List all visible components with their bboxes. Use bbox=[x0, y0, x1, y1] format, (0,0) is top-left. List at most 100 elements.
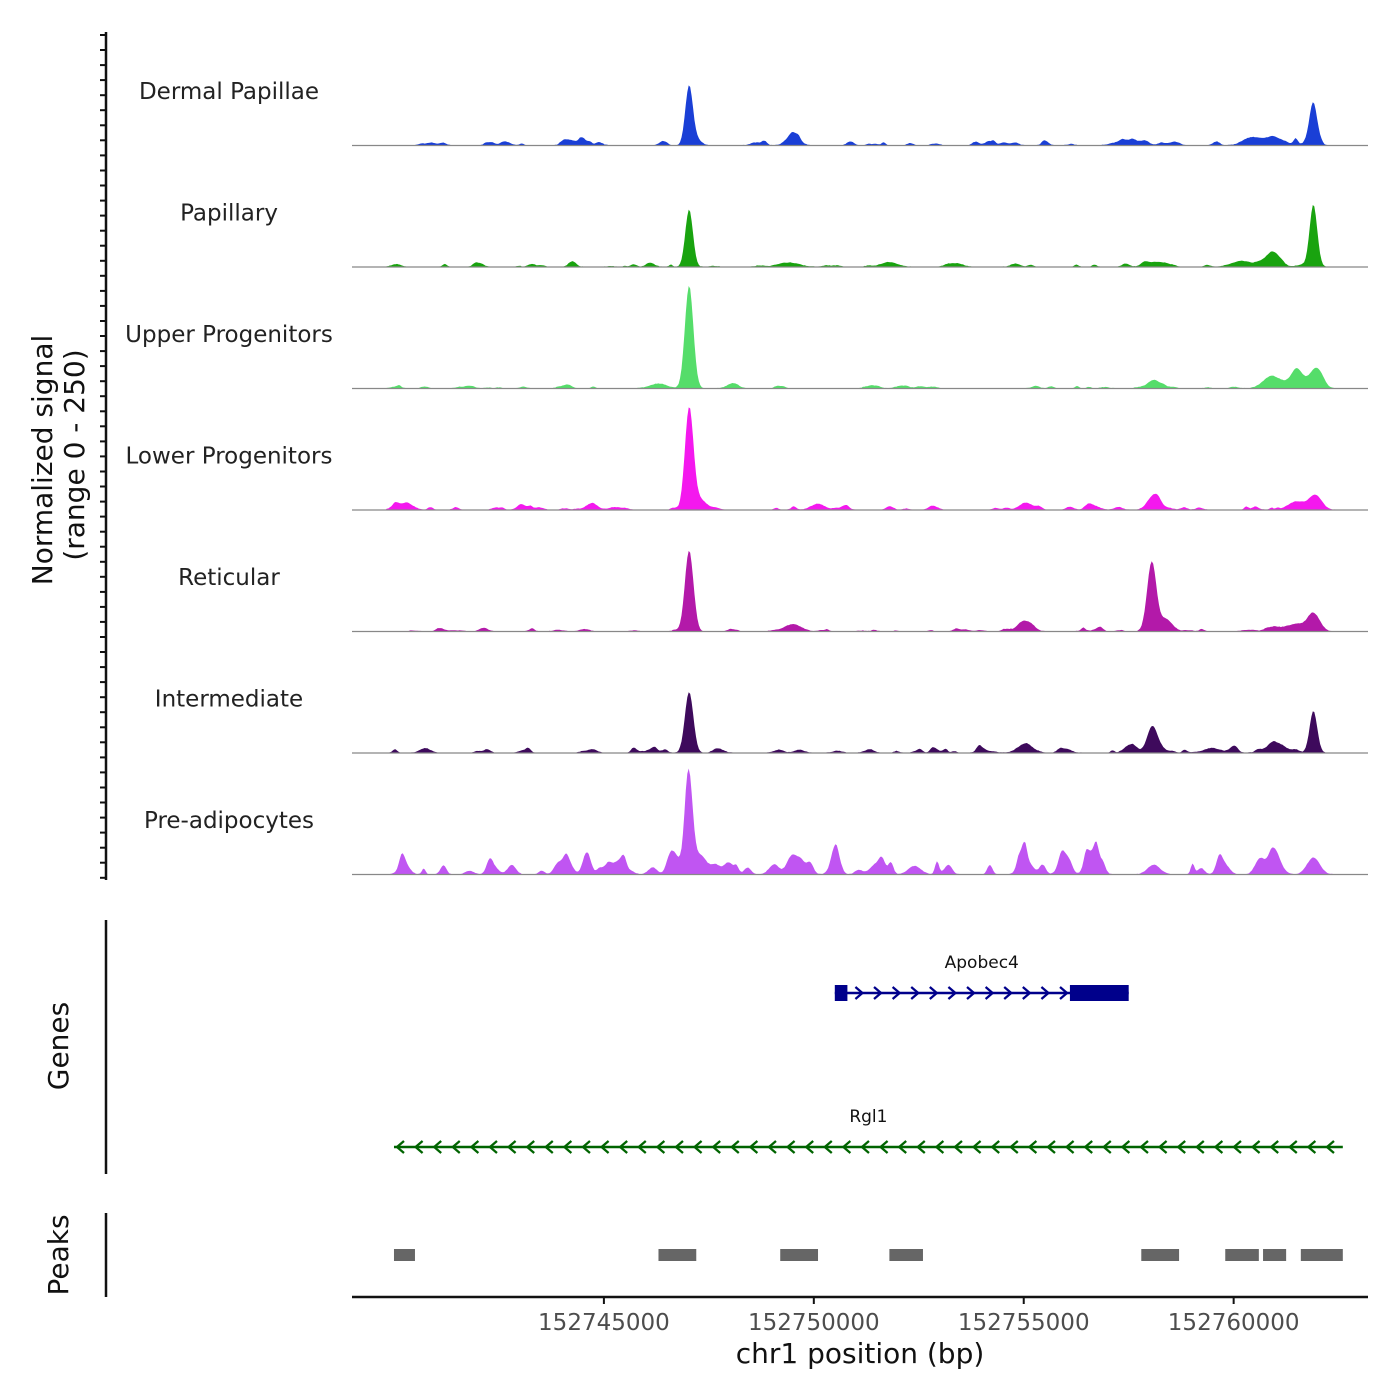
strand-arrow bbox=[1046, 1140, 1056, 1154]
peak-region bbox=[658, 1249, 697, 1261]
strand-arrow bbox=[1022, 986, 1032, 1000]
strand-arrow bbox=[916, 1140, 926, 1154]
signal-area bbox=[352, 407, 1368, 510]
track-label: Upper Progenitors bbox=[125, 322, 333, 348]
strand-arrow bbox=[1157, 1140, 1168, 1154]
signal-area bbox=[352, 286, 1368, 389]
strand-arrow bbox=[451, 1140, 461, 1154]
strand-arrow bbox=[525, 1140, 535, 1154]
strand-arrow bbox=[1195, 1140, 1205, 1154]
strand-arrow bbox=[873, 986, 883, 1000]
strand-arrow bbox=[395, 1140, 405, 1154]
strand-arrow bbox=[1306, 1140, 1317, 1154]
strand-arrow bbox=[562, 1140, 573, 1154]
axes: 152745000 152750000 152755000 152760000 bbox=[100, 32, 1368, 1336]
strand-arrow bbox=[966, 986, 976, 1000]
strand-arrow bbox=[506, 1140, 517, 1154]
strand-arrow bbox=[1288, 1140, 1298, 1154]
strand-arrow bbox=[897, 1140, 907, 1154]
strand-arrow bbox=[1027, 1140, 1038, 1154]
peak-region bbox=[1263, 1249, 1287, 1261]
strand-arrow bbox=[785, 1140, 796, 1154]
strand-arrow bbox=[1325, 1140, 1335, 1154]
strand-arrow bbox=[1232, 1140, 1242, 1154]
peak-region bbox=[1300, 1249, 1343, 1261]
track-label: Reticular bbox=[178, 565, 280, 591]
strand-arrow bbox=[971, 1140, 982, 1154]
strand-arrow bbox=[599, 1140, 610, 1154]
strand-arrow bbox=[990, 1140, 1000, 1154]
track-lower-progenitors: Lower Progenitors bbox=[126, 407, 1368, 511]
strand-arrow bbox=[947, 986, 958, 1000]
strand-arrow bbox=[1176, 1140, 1186, 1154]
strand-arrow bbox=[1009, 1140, 1019, 1154]
track-dermal-papillae: Dermal Papillae bbox=[139, 79, 1368, 147]
strand-arrow bbox=[953, 1140, 963, 1154]
strand-arrow bbox=[674, 1140, 684, 1154]
track-label: Dermal Papillae bbox=[139, 79, 319, 105]
strand-arrow bbox=[767, 1140, 777, 1154]
strand-arrow bbox=[637, 1140, 647, 1154]
track-intermediate: Intermediate bbox=[155, 687, 1368, 754]
strand-arrow bbox=[1040, 986, 1051, 1000]
strand-arrow bbox=[860, 1140, 870, 1154]
exon bbox=[1069, 985, 1129, 1001]
strand-arrow bbox=[1003, 986, 1013, 1000]
strand-arrow bbox=[748, 1140, 759, 1154]
strand-arrow bbox=[804, 1140, 814, 1154]
strand-arrow bbox=[618, 1140, 628, 1154]
strand-arrow bbox=[544, 1140, 554, 1154]
strand-arrow bbox=[1064, 1140, 1075, 1154]
coverage-tracks: Dermal Papillae Papillary Upper Progenitor… bbox=[125, 79, 1368, 876]
strand-arrow bbox=[878, 1140, 889, 1154]
strand-arrow bbox=[841, 1140, 852, 1154]
peaks-axis-title: Peaks bbox=[42, 1214, 75, 1295]
strand-arrow bbox=[469, 1140, 480, 1154]
gene-apobec4: Apobec4 bbox=[834, 953, 1129, 1001]
peak-region bbox=[889, 1249, 923, 1261]
track-reticular: Reticular bbox=[178, 550, 1368, 633]
signal-area bbox=[352, 550, 1368, 632]
track-label: Papillary bbox=[180, 201, 278, 227]
strand-arrow bbox=[1213, 1140, 1224, 1154]
x-tick-label: 152750000 bbox=[748, 1310, 880, 1336]
x-tick-label: 152745000 bbox=[538, 1310, 670, 1336]
track-label: Lower Progenitors bbox=[126, 444, 333, 470]
strand-arrow bbox=[929, 986, 939, 1000]
strand-arrow bbox=[488, 1140, 498, 1154]
y-axis-range-label: (range 0 - 250) bbox=[58, 349, 91, 560]
signal-area bbox=[352, 205, 1368, 267]
signal-area bbox=[352, 768, 1368, 875]
strand-arrow bbox=[1083, 1140, 1093, 1154]
x-axis-title: chr1 position (bp) bbox=[736, 1337, 985, 1370]
strand-arrow bbox=[1120, 1140, 1131, 1154]
signal-area bbox=[352, 85, 1368, 146]
strand-arrow bbox=[854, 986, 865, 1000]
track-papillary: Papillary bbox=[180, 201, 1368, 268]
strand-arrow bbox=[1250, 1140, 1261, 1154]
strand-arrow bbox=[581, 1140, 591, 1154]
peak-region bbox=[1225, 1249, 1259, 1261]
strand-arrow bbox=[891, 986, 902, 1000]
strand-arrow bbox=[730, 1140, 740, 1154]
strand-arrow bbox=[711, 1140, 721, 1154]
strand-arrow bbox=[910, 986, 920, 1000]
signal-area bbox=[352, 692, 1368, 753]
strand-arrow bbox=[1269, 1140, 1279, 1154]
track-pre-adipocytes: Pre-adipocytes bbox=[144, 768, 1368, 876]
strand-arrow bbox=[984, 986, 995, 1000]
track-label: Intermediate bbox=[155, 687, 303, 713]
strand-arrow bbox=[432, 1140, 442, 1154]
strand-arrow bbox=[655, 1140, 666, 1154]
peak-track bbox=[393, 1249, 1343, 1261]
peak-region bbox=[780, 1249, 819, 1261]
strand-arrow bbox=[692, 1140, 703, 1154]
strand-arrow bbox=[413, 1140, 424, 1154]
x-tick-label: 152755000 bbox=[958, 1310, 1090, 1336]
exon bbox=[834, 985, 848, 1001]
peak-region bbox=[393, 1249, 415, 1261]
gene-label: Rgl1 bbox=[849, 1107, 887, 1127]
genes-axis-title: Genes bbox=[42, 1002, 75, 1090]
gene-rgl1: Rgl1 bbox=[393, 1107, 1343, 1154]
strand-arrow bbox=[1059, 986, 1069, 1000]
